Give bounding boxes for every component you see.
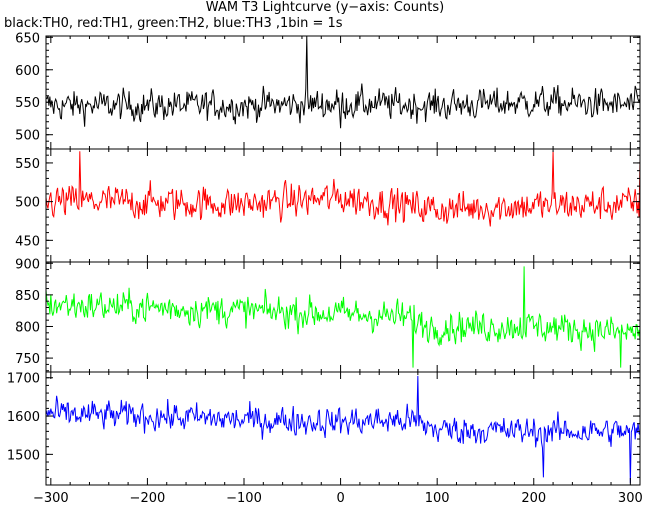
xtick-label: 300 [618, 491, 643, 505]
ytick-label-th2: 800 [15, 320, 40, 335]
ytick-label-th0: 500 [15, 129, 40, 144]
lightcurve-th1 [46, 151, 640, 227]
ytick-label-th1: 550 [15, 157, 40, 172]
panel-frame-th0 [45, 35, 641, 150]
panel-frame-th2 [45, 261, 641, 373]
xtick-label: 100 [425, 491, 450, 505]
xtick-label: −100 [226, 491, 262, 505]
xtick-label: 200 [521, 491, 546, 505]
ytick-label-th1: 500 [15, 196, 40, 211]
ytick-label-th0: 600 [15, 64, 40, 79]
ytick-label-th3: 1600 [7, 410, 40, 425]
ytick-label-th1: 450 [15, 234, 40, 249]
axis-layer: 500 550 600 650 450 500 550 750 800 850 900 1500 160… [7, 31, 643, 505]
ytick-label-th3: 1500 [7, 448, 40, 463]
xtick-label: −200 [130, 491, 166, 505]
ytick-label-th2: 750 [15, 352, 40, 367]
ytick-label-th0: 650 [15, 31, 40, 46]
lightcurve-th3 [46, 375, 640, 484]
xtick-label: 0 [336, 491, 344, 505]
lightcurve-th0 [46, 36, 640, 129]
xtick-label: −300 [33, 491, 69, 505]
ytick-label-th2: 900 [15, 257, 40, 272]
panel-frame-th3 [45, 371, 641, 486]
chart-title: WAM T3 Lightcurve (y−axis: Counts) [205, 0, 445, 15]
ytick-label-th2: 850 [15, 289, 40, 304]
lightcurve-th2 [46, 266, 640, 368]
ytick-label-th3: 1700 [7, 372, 40, 387]
ytick-label-th0: 550 [15, 96, 40, 111]
chart-subtitle: black:TH0, red:TH1, green:TH2, blue:TH3 … [4, 16, 343, 31]
series-layer [46, 36, 640, 484]
